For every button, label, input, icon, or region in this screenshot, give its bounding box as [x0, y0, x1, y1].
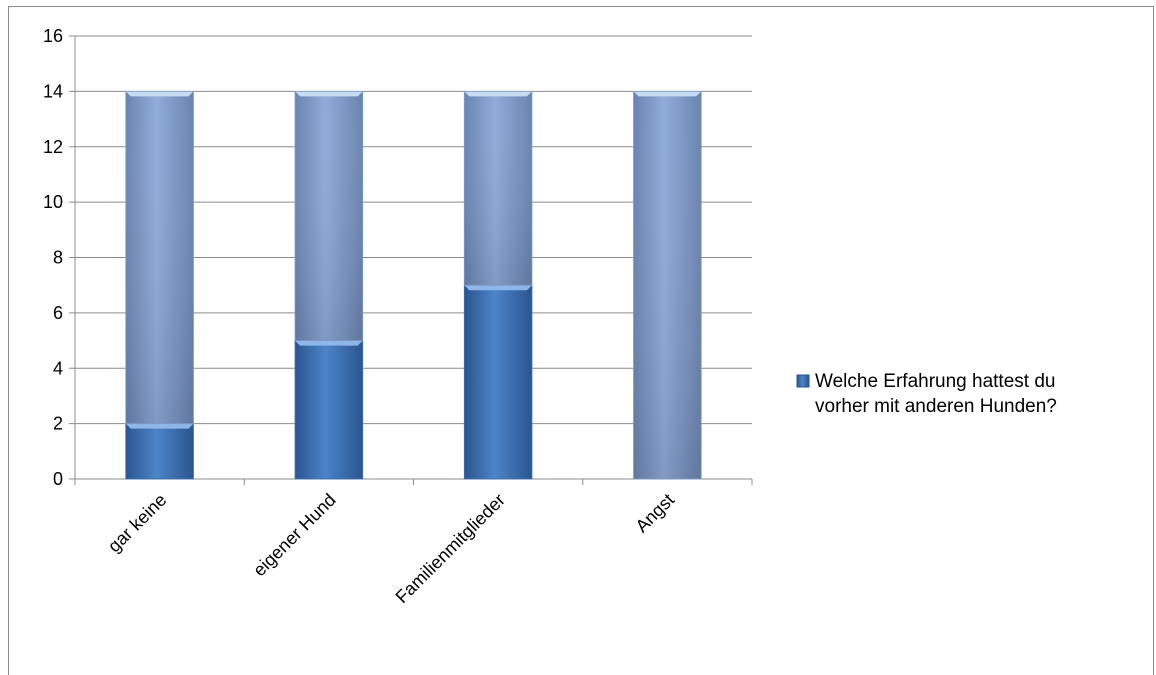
y-tick-label: 0: [53, 469, 63, 489]
y-tick-label: 16: [43, 26, 63, 46]
bar-bevel: [295, 91, 363, 97]
chart-frame: [8, 6, 1154, 675]
y-tick-label: 8: [53, 248, 63, 268]
y-tick-label: 2: [53, 414, 63, 434]
bar-outline: [633, 90, 702, 480]
legend-label-line-1: Welche Erfahrung hattest du: [815, 371, 1055, 392]
x-category-label: gar keine: [104, 490, 171, 557]
x-category-label: Angst: [632, 490, 679, 537]
bars: [125, 90, 702, 480]
bar-shading: [633, 91, 702, 479]
bar-shading: [125, 91, 194, 424]
bar-outline: [125, 90, 194, 425]
bar-bevel: [125, 91, 194, 97]
x-category-label: Familienmitglieder: [392, 490, 509, 607]
y-tick-label: 10: [43, 192, 63, 212]
bar-segment-series-1-1: [295, 340, 363, 479]
bar-outline: [463, 90, 533, 286]
legend-label-line-2: vorher mit anderen Hunden?: [815, 396, 1057, 417]
bar-bevel: [464, 91, 532, 97]
bar-shading: [295, 91, 363, 341]
bar-outline: [294, 90, 364, 341]
bar-bevel: [295, 340, 363, 346]
y-tick-label: 6: [53, 303, 63, 323]
bar-bevel: [125, 423, 194, 429]
x-category-label: eigener Hund: [249, 490, 340, 581]
y-tick-label: 4: [53, 358, 63, 378]
bar-bevel: [633, 91, 702, 97]
bar-bevel: [464, 285, 532, 291]
bar-segment-series-1-2: [464, 285, 532, 479]
y-tick-label: 14: [43, 81, 63, 101]
bar-segment-series-1-0: [125, 423, 194, 479]
y-tick-label: 12: [43, 137, 63, 157]
bar-shading: [464, 91, 532, 286]
legend-swatch: [796, 374, 810, 388]
legend: Welche Erfahrung hattest du vorher mit a…: [796, 371, 1057, 417]
